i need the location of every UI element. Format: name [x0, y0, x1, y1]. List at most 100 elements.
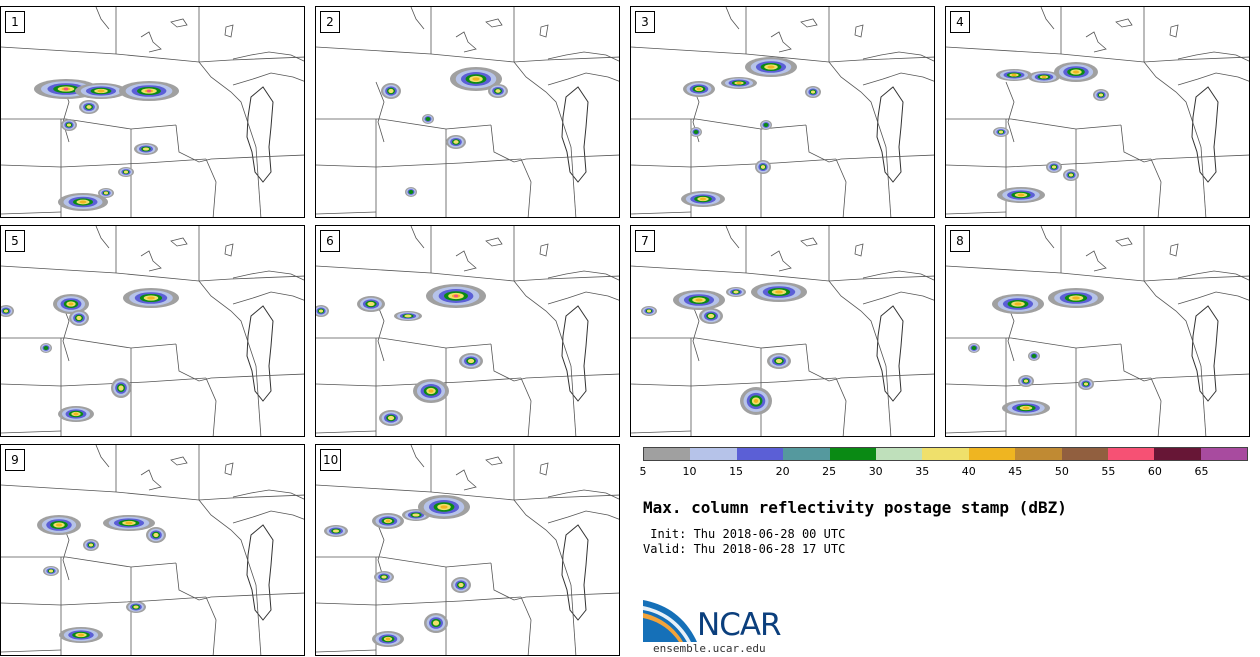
reflectivity-cell [394, 311, 422, 321]
state-boundary [170, 456, 188, 466]
reflectivity-contour [88, 543, 94, 547]
state-boundary [835, 377, 847, 436]
state-boundary [631, 158, 837, 168]
state-boundary [95, 7, 110, 30]
state-boundary [316, 596, 522, 606]
reflectivity-cell [98, 188, 114, 198]
reflectivity-contour [1072, 296, 1080, 300]
state-boundary [232, 270, 304, 281]
basemap [316, 7, 619, 217]
state-boundary [210, 594, 257, 598]
member-number: 6 [320, 230, 340, 252]
state-boundary [770, 31, 792, 53]
state-boundary [570, 373, 619, 377]
colorbar-tick: 65 [1194, 465, 1209, 478]
reflectivity-contour [142, 147, 150, 151]
reflectivity-contour [1068, 173, 1074, 177]
reflectivity-colorbar [643, 447, 1248, 461]
reflectivity-contour [48, 569, 54, 573]
member-panel-3: 3 [630, 6, 935, 218]
reflectivity-contour [367, 301, 375, 307]
reflectivity-contour [472, 77, 480, 81]
state-boundary [1120, 124, 1157, 163]
reflectivity-contour [68, 302, 74, 306]
reflectivity-cell [374, 571, 394, 583]
ncar-logo-swoosh-icon [643, 600, 697, 642]
reflectivity-contour [696, 87, 702, 91]
state-boundary [1, 649, 62, 653]
state-boundary [862, 270, 934, 281]
reflectivity-cell [372, 631, 404, 647]
state-boundary [840, 375, 887, 379]
state-boundary [1, 265, 304, 282]
reflectivity-contour [153, 532, 159, 538]
member-number: 3 [635, 11, 655, 33]
reflectivity-cell [422, 114, 434, 124]
reflectivity-cell [61, 119, 77, 131]
state-boundary [490, 562, 527, 601]
state-boundary [316, 211, 377, 215]
reflectivity-cell [324, 525, 348, 537]
reflectivity-contour [66, 123, 72, 127]
member-number: 7 [635, 230, 655, 252]
state-boundary [410, 445, 425, 468]
state-boundary [770, 250, 792, 272]
state-boundary [805, 343, 842, 382]
member-panel-7: 7 [630, 225, 935, 437]
reflectivity-cell [58, 406, 94, 422]
reflectivity-contour [707, 313, 715, 319]
state-boundary [946, 118, 1122, 130]
lake-outline [246, 524, 274, 621]
reflectivity-cell [381, 83, 401, 99]
reflectivity-cell [111, 378, 131, 398]
state-boundary [1, 377, 207, 387]
state-boundary [690, 300, 700, 362]
reflectivity-contour [43, 346, 49, 350]
reflectivity-contour [79, 200, 87, 204]
state-boundary [375, 519, 385, 581]
reflectivity-cell [721, 77, 757, 89]
reflectivity-cell [740, 387, 772, 415]
reflectivity-contour [646, 309, 652, 313]
colorbar-tick: 35 [915, 465, 930, 478]
state-boundary [316, 649, 377, 653]
reflectivity-contour [458, 582, 464, 588]
state-boundary [1150, 377, 1162, 436]
basemap [316, 226, 619, 436]
state-boundary [1040, 7, 1055, 30]
state-boundary [1, 596, 207, 606]
colorbar-swatch [1200, 448, 1248, 460]
basemap [1, 445, 304, 655]
member-number: 1 [5, 11, 25, 33]
state-boundary [525, 156, 572, 160]
reflectivity-contour [146, 89, 152, 93]
reflectivity-cell [59, 627, 103, 643]
state-boundary [410, 7, 425, 30]
basemap [316, 445, 619, 655]
state-boundary [513, 61, 572, 148]
reflectivity-contour [63, 87, 69, 91]
figure-title: Max. column reflectivity postage stamp (… [643, 498, 1067, 517]
reflectivity-contour [693, 130, 699, 134]
state-boundary [210, 375, 257, 379]
state-boundary [375, 300, 385, 362]
state-boundary [946, 430, 1007, 434]
colorbar-swatch [690, 448, 737, 460]
colorbar-swatch [922, 448, 969, 460]
reflectivity-contour [763, 123, 769, 127]
state-boundary [316, 484, 619, 501]
reflectivity-contour [428, 389, 434, 393]
reflectivity-cell [993, 127, 1009, 137]
state-boundary [95, 226, 110, 249]
reflectivity-contour [73, 412, 79, 416]
reflectivity-contour [408, 190, 414, 194]
state-boundary [170, 237, 188, 247]
state-boundary [1, 484, 304, 501]
state-boundary [316, 430, 377, 434]
state-boundary [854, 243, 864, 257]
state-boundary [232, 489, 304, 500]
state-boundary [175, 124, 212, 163]
colorbar-tick: 60 [1147, 465, 1162, 478]
reflectivity-cell [58, 193, 108, 211]
reflectivity-contour [775, 358, 783, 364]
